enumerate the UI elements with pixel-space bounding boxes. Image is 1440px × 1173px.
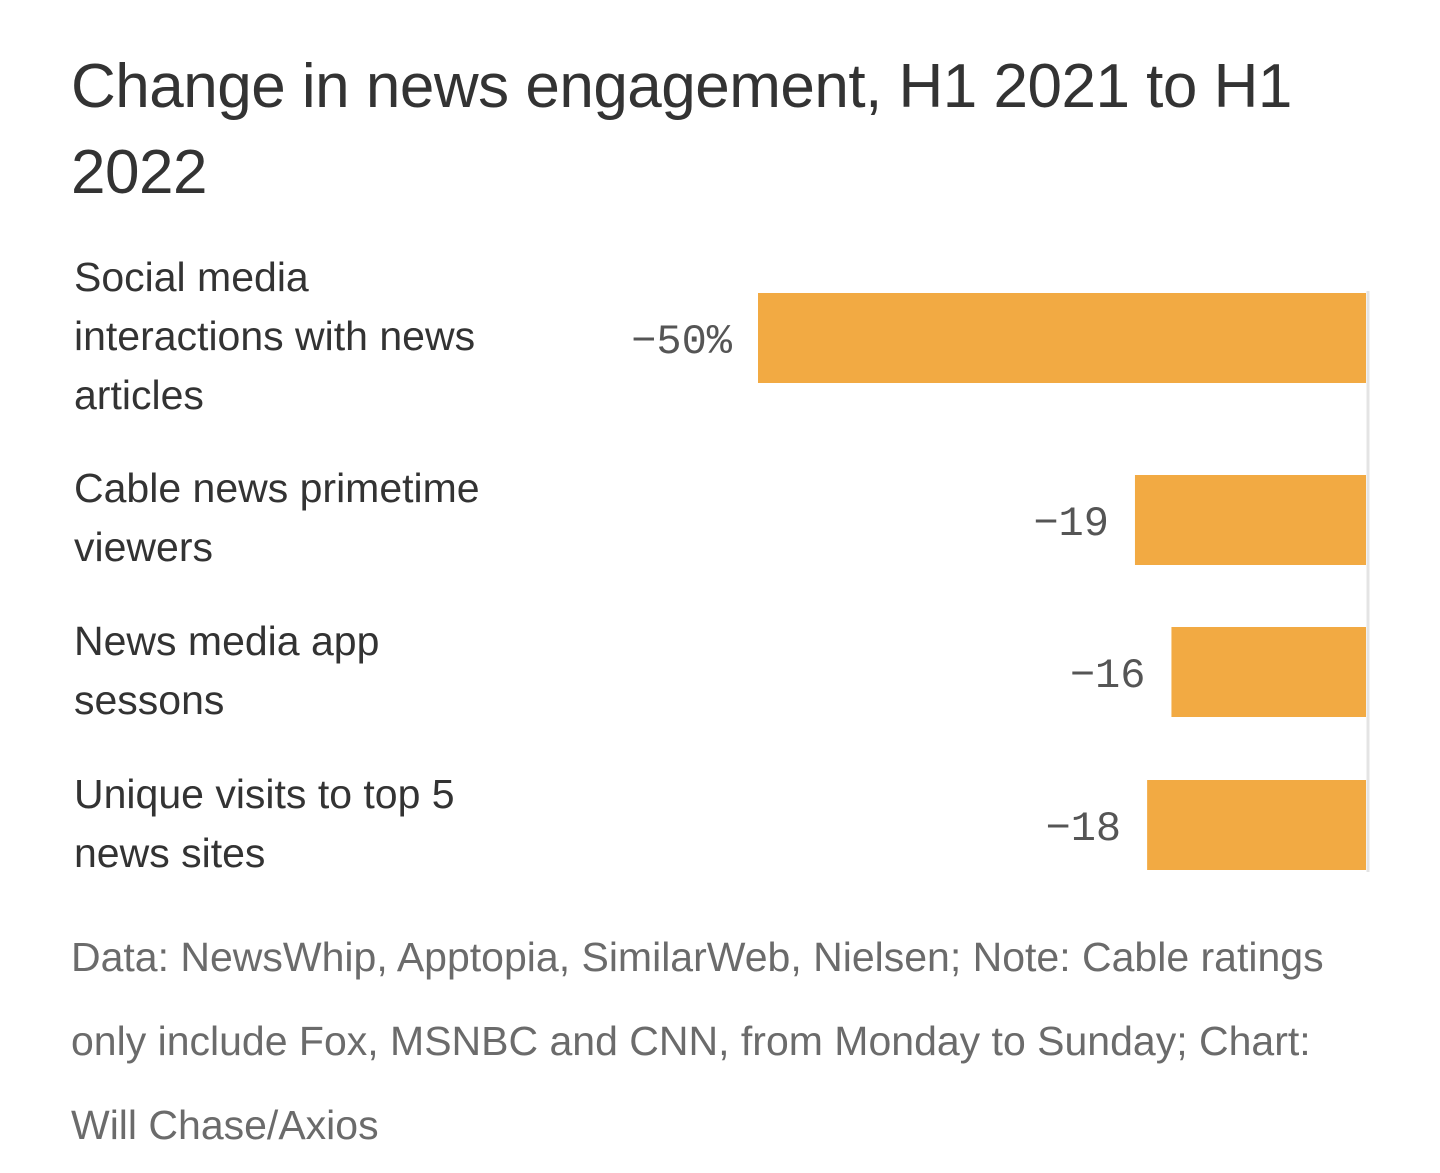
value-label-4: −18: [1045, 805, 1121, 853]
category-label-4: Unique visits to top 5 news sites: [74, 771, 455, 876]
category-label-1: Social media interactions with news articl…: [74, 254, 475, 418]
bar-3: [1171, 627, 1366, 717]
chart-footnote: Data: NewsWhip, Apptopia, SimilarWeb, Ni…: [71, 934, 1324, 1148]
bar-1: [758, 293, 1366, 383]
bar-4: [1147, 780, 1366, 870]
value-label-2: −19: [1033, 500, 1109, 548]
category-label-3: News media app sessons: [74, 618, 379, 723]
bar-2: [1134, 475, 1366, 565]
category-label-2: Cable news primetime viewers: [74, 465, 480, 570]
chart-title: Change in news engagement, H1 2021 to H1…: [71, 52, 1292, 207]
value-label-3: −16: [1070, 652, 1146, 700]
value-label-1: −50%: [631, 318, 733, 366]
